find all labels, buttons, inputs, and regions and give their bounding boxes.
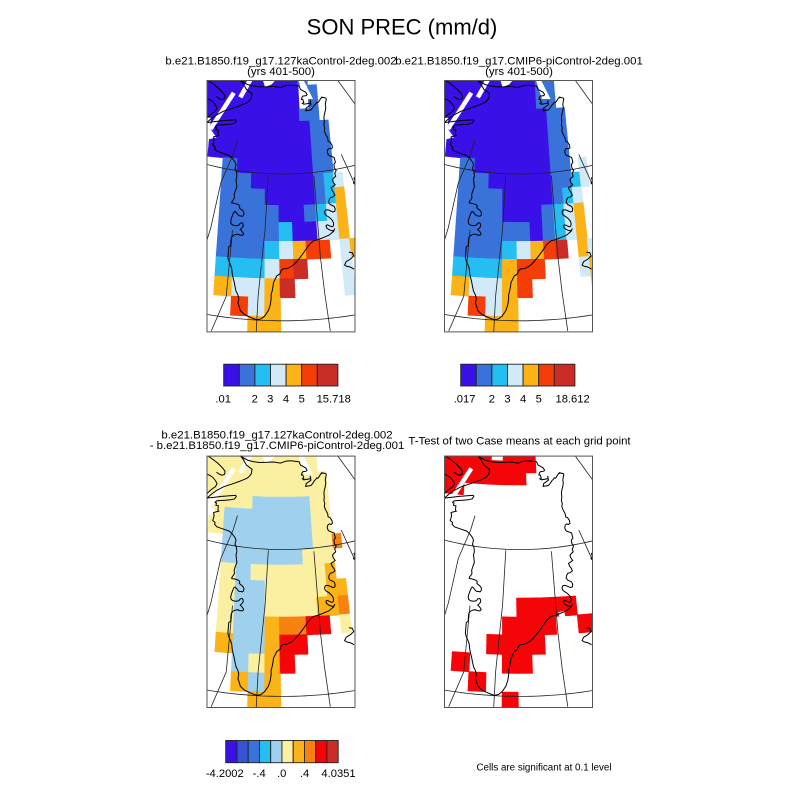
svg-text:SON PREC (mm/d): SON PREC (mm/d) — [307, 15, 498, 40]
svg-text:3: 3 — [267, 394, 273, 406]
svg-text:b.e21.B1850.f19_g17.127kaContr: b.e21.B1850.f19_g17.127kaControl-2deg.00… — [165, 56, 396, 68]
svg-text:(yrs 401-500): (yrs 401-500) — [247, 66, 315, 78]
svg-text:- b.e21.B1850.f19_g17.CMIP6-pi: - b.e21.B1850.f19_g17.CMIP6-piControl-2d… — [150, 440, 405, 452]
svg-text:2: 2 — [489, 394, 495, 406]
svg-text:4: 4 — [283, 394, 289, 406]
svg-text:3: 3 — [504, 394, 510, 406]
svg-text:4: 4 — [520, 394, 526, 406]
svg-text:5: 5 — [299, 394, 305, 406]
svg-text:5: 5 — [536, 394, 542, 406]
svg-text:T-Test of two Case means at ea: T-Test of two Case means at each grid po… — [408, 436, 631, 448]
svg-text:b.e21.B1850.f19_g17.CMIP6-piCo: b.e21.B1850.f19_g17.CMIP6-piControl-2deg… — [395, 56, 643, 68]
svg-text:4.0351: 4.0351 — [321, 768, 355, 780]
svg-text:-.4: -.4 — [253, 768, 266, 780]
svg-text:15.718: 15.718 — [317, 394, 351, 406]
svg-text:.4: .4 — [300, 768, 309, 780]
svg-text:Cells are significant at 0.1 l: Cells are significant at 0.1 level — [476, 763, 611, 774]
svg-text:(yrs 401-500): (yrs 401-500) — [485, 66, 553, 78]
svg-text:-4.2002: -4.2002 — [206, 768, 244, 780]
svg-text:.01: .01 — [215, 394, 231, 406]
svg-text:.0: .0 — [277, 768, 286, 780]
svg-text:2: 2 — [252, 394, 258, 406]
svg-text:.017: .017 — [454, 394, 476, 406]
svg-text:18.612: 18.612 — [555, 394, 589, 406]
svg-text:b.e21.B1850.f19_g17.127kaContr: b.e21.B1850.f19_g17.127kaControl-2deg.00… — [161, 429, 392, 441]
